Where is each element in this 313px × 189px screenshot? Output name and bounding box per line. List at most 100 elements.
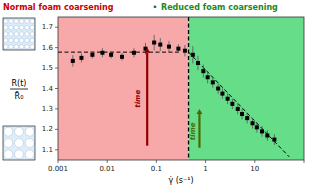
foam-bubble bbox=[25, 32, 29, 36]
data-point bbox=[201, 69, 205, 73]
foam-bubble bbox=[25, 127, 34, 136]
foam-bubble bbox=[30, 45, 34, 49]
annotation-text: time bbox=[189, 122, 197, 140]
foam-bubble bbox=[30, 19, 34, 23]
region-band bbox=[189, 17, 304, 160]
foam-bubble bbox=[9, 45, 13, 49]
y-tick-label: 1.3 bbox=[42, 105, 53, 113]
series bbox=[71, 35, 187, 67]
foam-bubble bbox=[3, 25, 7, 29]
plot-frame bbox=[58, 17, 304, 160]
foam-bubbles bbox=[4, 127, 34, 159]
foam-inset-frame bbox=[3, 126, 35, 160]
region-band bbox=[58, 17, 189, 160]
annotation-arrow bbox=[198, 114, 200, 148]
annotation-arrowhead bbox=[196, 109, 202, 114]
data-point bbox=[272, 138, 276, 142]
foam-bubble bbox=[25, 38, 29, 42]
y-tick bbox=[55, 88, 58, 89]
foam-bubble bbox=[9, 19, 13, 23]
data-point bbox=[211, 80, 215, 84]
foam-bubble bbox=[14, 45, 18, 49]
foam-bubble bbox=[25, 45, 29, 49]
x-axis-label: γ̇ (s⁻¹) bbox=[168, 176, 193, 185]
data-point bbox=[183, 49, 187, 53]
foam-bubbles bbox=[3, 19, 34, 49]
title-right: Reduced foam coarsening bbox=[161, 3, 278, 12]
foam-bubble bbox=[25, 25, 29, 29]
foam-bubble bbox=[4, 150, 13, 159]
x-tick bbox=[254, 160, 255, 163]
data-point bbox=[226, 97, 230, 101]
data-point bbox=[220, 92, 224, 96]
foam-bubble bbox=[30, 25, 34, 29]
foam-bubble bbox=[15, 127, 24, 136]
foam-bubble bbox=[15, 150, 24, 159]
foam-bubble bbox=[9, 25, 13, 29]
x-tick-label: 0.001 bbox=[48, 165, 68, 173]
y-tick-label: 1.7 bbox=[42, 23, 53, 31]
foam-bubble bbox=[25, 139, 34, 148]
y-axis-label-denominator: R̄₀ bbox=[15, 91, 24, 101]
foam-bubble bbox=[14, 25, 18, 29]
foam-bubble bbox=[25, 19, 29, 23]
data-point bbox=[158, 43, 162, 47]
data-point bbox=[191, 53, 195, 57]
data-point bbox=[79, 56, 83, 60]
foam-inset bbox=[3, 126, 35, 160]
foam-inset bbox=[3, 18, 35, 50]
plot-area bbox=[58, 17, 304, 160]
y-tick bbox=[55, 108, 58, 109]
dashed-line bbox=[58, 52, 179, 53]
data-point bbox=[196, 61, 200, 65]
data-point bbox=[251, 121, 255, 125]
x-tick-label: 0.1 bbox=[151, 165, 162, 173]
x-tick bbox=[156, 160, 157, 163]
data-point bbox=[167, 45, 171, 49]
y-tick bbox=[55, 149, 58, 150]
foam-bubble bbox=[14, 32, 18, 36]
data-point bbox=[152, 41, 156, 45]
data-point bbox=[71, 59, 75, 63]
foam-bubble bbox=[9, 32, 13, 36]
y-tick-label: 1.4 bbox=[42, 85, 54, 93]
foam-bubble bbox=[30, 32, 34, 36]
annotation-arrowhead bbox=[144, 48, 150, 53]
foam-bubble bbox=[3, 19, 7, 23]
foam-bubble bbox=[19, 38, 23, 42]
foam-bubble bbox=[9, 38, 13, 42]
x-tick bbox=[107, 160, 108, 163]
title-left: Normal foam coarsening bbox=[3, 3, 114, 12]
data-point bbox=[255, 125, 259, 129]
foam-bubble bbox=[19, 45, 23, 49]
y-tick-label: 1.5 bbox=[42, 64, 53, 72]
x-tick-label: 1 bbox=[203, 165, 207, 173]
foam-bubble bbox=[3, 45, 7, 49]
data-point bbox=[90, 53, 94, 57]
y-tick bbox=[55, 129, 58, 130]
data-point bbox=[240, 112, 244, 116]
foam-bubble bbox=[3, 38, 7, 42]
data-point bbox=[132, 51, 136, 55]
data-point bbox=[120, 55, 124, 59]
y-tick-label: 1.1 bbox=[42, 146, 53, 154]
foam-bubble bbox=[4, 127, 13, 136]
foam-bubble bbox=[3, 32, 7, 36]
data-point bbox=[265, 133, 269, 137]
data-point bbox=[245, 116, 249, 120]
y-axis-label-fraction-bar bbox=[10, 89, 28, 90]
data-point bbox=[236, 107, 240, 111]
y-tick bbox=[55, 68, 58, 69]
foam-bubble bbox=[19, 25, 23, 29]
x-tick bbox=[58, 160, 59, 163]
foam-bubble bbox=[25, 150, 34, 159]
data-point bbox=[176, 47, 180, 51]
dashed-line bbox=[188, 52, 289, 157]
y-tick-label: 1.2 bbox=[42, 125, 53, 133]
x-tick bbox=[205, 160, 206, 163]
foam-bubble bbox=[15, 139, 24, 148]
foam-inset-background bbox=[3, 126, 35, 160]
chart: timetime1.11.21.31.41.51.61.70.0010.010.… bbox=[0, 0, 313, 189]
x-tick-label: 10 bbox=[250, 165, 259, 173]
title-separator: • bbox=[152, 2, 157, 12]
